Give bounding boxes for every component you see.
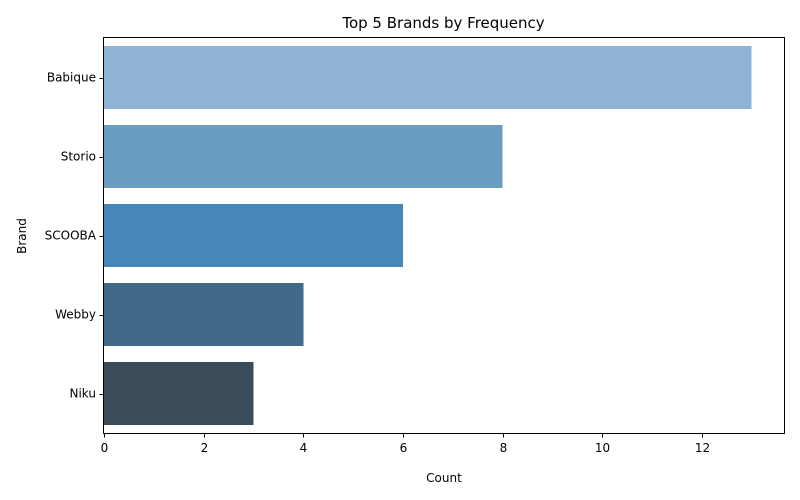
y-tick-label: SCOOBA: [45, 229, 97, 243]
x-tick-label: 12: [695, 441, 710, 455]
y-tick-label: Webby: [55, 308, 96, 322]
bars-group: [104, 45, 752, 426]
bar-niku: [104, 361, 254, 426]
y-tick-label: Niku: [70, 387, 97, 401]
y-tick-label: Babique: [47, 71, 96, 85]
bar-babique: [104, 45, 752, 110]
x-tick-label: 10: [595, 441, 610, 455]
x-tick-label: 2: [201, 441, 209, 455]
x-axis-ticks: 0 2 4 6 8 10 12: [101, 433, 710, 455]
x-tick-label: 6: [400, 441, 408, 455]
y-tick-label: Storio: [61, 150, 96, 164]
bar-webby: [104, 282, 304, 347]
plot-frame: [103, 37, 785, 434]
y-axis-ticks: Babique Storio SCOOBA Webby Niku: [45, 71, 104, 401]
chart-title: Top 5 Brands by Frequency: [341, 14, 544, 32]
bar-storio: [104, 124, 503, 189]
x-tick-label: 8: [500, 441, 508, 455]
bar-scooba: [104, 203, 403, 268]
x-tick-label: 0: [101, 441, 109, 455]
x-axis-label: Count: [426, 471, 462, 485]
x-tick-label: 4: [300, 441, 308, 455]
y-axis-label: Brand: [15, 218, 29, 254]
